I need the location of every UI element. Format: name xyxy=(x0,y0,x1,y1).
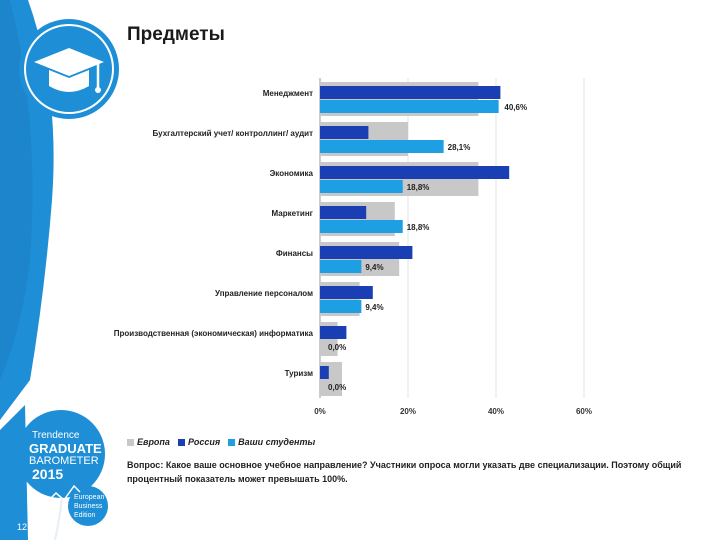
bar-students xyxy=(320,140,444,153)
x-tick-label: 0% xyxy=(314,407,326,416)
x-tick-label: 40% xyxy=(488,407,504,416)
data-label: 40,6% xyxy=(504,103,527,112)
data-label: 18,8% xyxy=(407,223,430,232)
bar-russia xyxy=(320,286,373,299)
data-label: 0,0% xyxy=(328,343,346,352)
bar-russia xyxy=(320,206,367,219)
badge-line7: Edition xyxy=(74,512,96,519)
page-number: 12 xyxy=(17,522,28,532)
badge-line1: Trendence xyxy=(32,430,80,441)
x-tick-label: 60% xyxy=(576,407,592,416)
badge-line6: Business xyxy=(74,503,103,510)
survey-question-note: Вопрос: Какое ваше основное учебное напр… xyxy=(127,460,682,484)
data-label: 0,0% xyxy=(328,383,346,392)
bar-students xyxy=(320,180,403,193)
bar-students xyxy=(320,100,499,113)
x-tick-label: 20% xyxy=(400,407,416,416)
bar-russia xyxy=(320,246,413,259)
badge-line5: European xyxy=(74,494,105,501)
bar-students xyxy=(320,260,362,273)
bar-russia xyxy=(320,366,329,379)
bar-russia xyxy=(320,86,501,99)
category-label: Производственная (экономическая) информа… xyxy=(114,329,314,338)
data-label: 28,1% xyxy=(448,143,471,152)
bar-students xyxy=(320,220,403,233)
bar-russia xyxy=(320,126,369,139)
data-label: 9,4% xyxy=(365,303,383,312)
category-label: Финансы xyxy=(276,249,313,258)
bar-russia xyxy=(320,166,510,179)
legend-label-russia: Россия xyxy=(187,437,221,447)
category-label: Менеджмент xyxy=(263,89,313,98)
legend-label-europe: Европа xyxy=(137,437,170,447)
data-label: 18,8% xyxy=(407,183,430,192)
bar-students xyxy=(320,300,362,313)
legend-swatch-russia xyxy=(177,438,185,446)
data-label: 9,4% xyxy=(365,263,383,272)
badge-line4: 2015 xyxy=(32,466,64,482)
category-label: Бухгалтерский учет/ контроллинг/ аудит xyxy=(153,129,314,138)
trendence-badge-logo: Trendence GRADUATE BAROMETER 2015 Europe… xyxy=(16,408,112,528)
legend-label-students: Ваши студенты xyxy=(238,437,316,447)
legend-swatch-europe xyxy=(127,438,134,446)
page-title: Предметы xyxy=(127,24,225,45)
legend-item-russia: Россия xyxy=(177,437,221,447)
category-label: Управление персоналом xyxy=(215,289,313,298)
legend-item-students: Ваши студенты xyxy=(228,437,315,447)
category-label: Маркетинг xyxy=(272,209,314,218)
bar-russia xyxy=(320,326,347,339)
badge-line2: GRADUATE xyxy=(29,441,102,456)
badge-line3: BAROMETER xyxy=(29,455,99,467)
graduation-cap-icon xyxy=(18,18,120,120)
chart-legend: Европа Россия Ваши студенты xyxy=(127,437,315,447)
legend-swatch-students xyxy=(228,438,236,446)
legend-item-europe: Европа xyxy=(127,437,170,447)
category-label: Туризм xyxy=(285,369,314,378)
category-label: Экономика xyxy=(270,169,314,178)
